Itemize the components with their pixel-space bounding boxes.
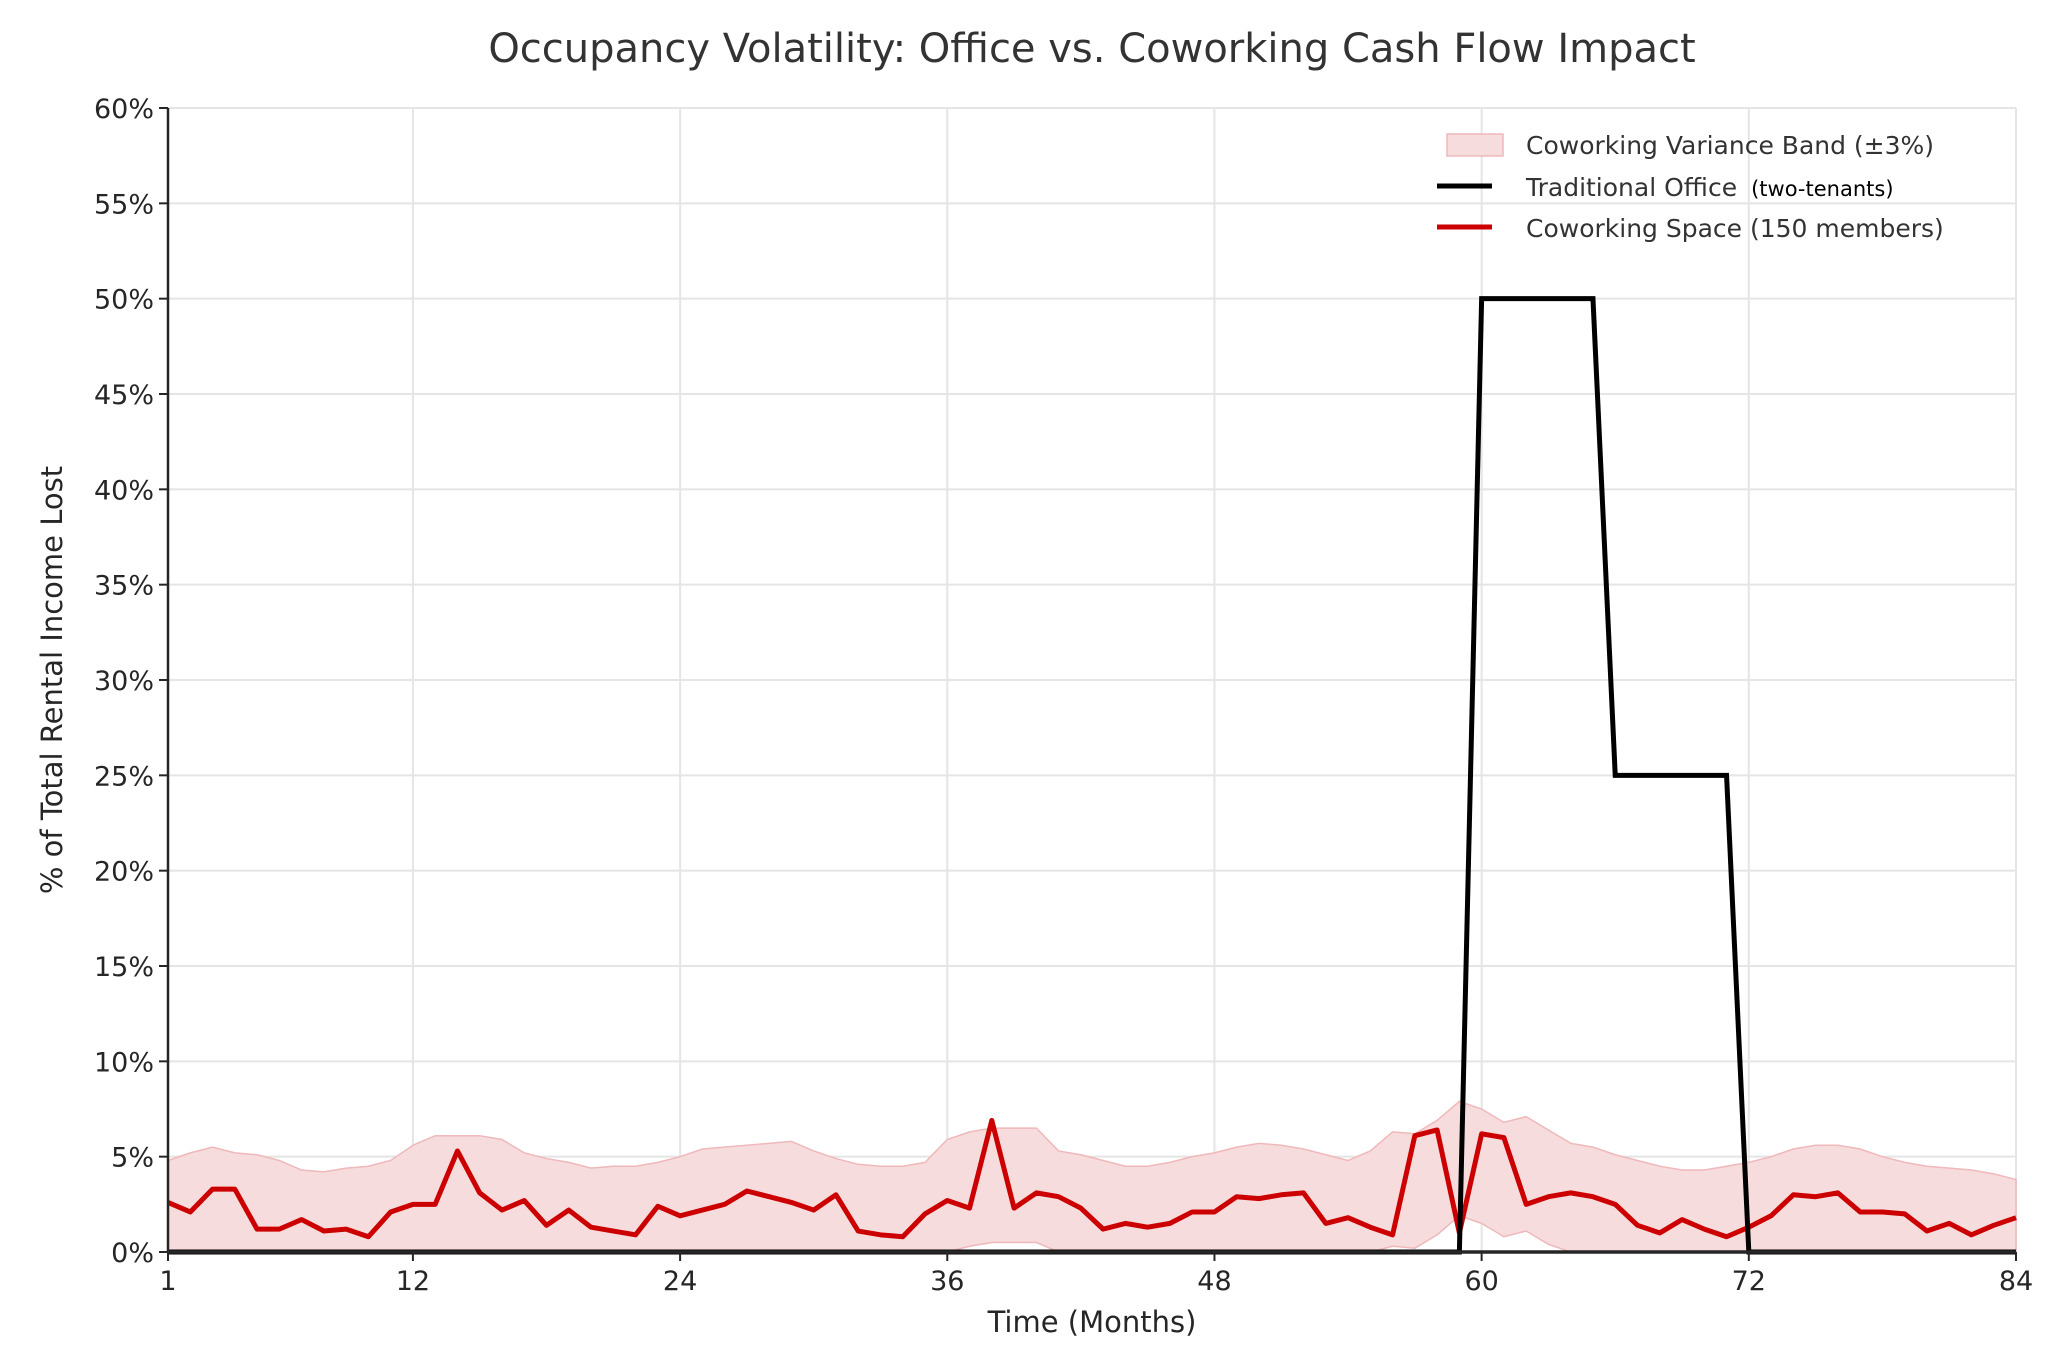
y-tick-label: 10% [94, 1047, 154, 1078]
legend-coworking-label: Coworking Space (150 members) [1526, 214, 1944, 243]
y-tick-label: 45% [94, 380, 154, 411]
x-tick-label: 24 [663, 1266, 697, 1297]
y-axis-label: % of Total Rental Income Lost [35, 466, 69, 894]
x-tick-label: 72 [1732, 1266, 1766, 1297]
y-tick-label: 35% [94, 571, 154, 602]
x-tick-label: 12 [396, 1266, 430, 1297]
y-tick-label: 0% [111, 1238, 154, 1269]
y-tick-label: 40% [94, 475, 154, 506]
legend-band-label: Coworking Variance Band (±3%) [1526, 131, 1934, 160]
legend-office-label: Traditional Office (two-tenants) [1525, 173, 1894, 202]
x-tick-label: 48 [1197, 1266, 1231, 1297]
y-tick-label: 25% [94, 761, 154, 792]
x-tick-label: 84 [1999, 1266, 2033, 1297]
x-tick-label: 36 [930, 1266, 964, 1297]
y-tick-label: 20% [94, 857, 154, 888]
y-tick-label: 60% [94, 94, 154, 125]
legend: Coworking Variance Band (±3%) Traditiona… [1437, 131, 1944, 243]
x-tick-label: 60 [1464, 1266, 1498, 1297]
y-tick-label: 5% [111, 1143, 154, 1174]
tick-labels: 1 12 24 36 48 60 72 84 0% 5% 10% 15% 20% 25% 30% 35% 40%… [94, 94, 2033, 1297]
y-tick-label: 15% [94, 952, 154, 983]
chart-title: Occupancy Volatility: Office vs. Coworki… [488, 26, 1695, 72]
axes [159, 107, 2017, 1261]
legend-band-swatch [1446, 133, 1504, 157]
y-tick-label: 55% [94, 189, 154, 220]
x-tick-label: 1 [159, 1266, 176, 1297]
x-axis-label: Time (Months) [987, 1305, 1197, 1339]
coworking-series-line [167, 1117, 2017, 1240]
y-tick-label: 50% [94, 285, 154, 316]
y-tick-label: 30% [94, 666, 154, 697]
legend-office-note: (two-tenants) [1751, 177, 1893, 201]
legend-office-name: Traditional Office [1525, 173, 1737, 202]
